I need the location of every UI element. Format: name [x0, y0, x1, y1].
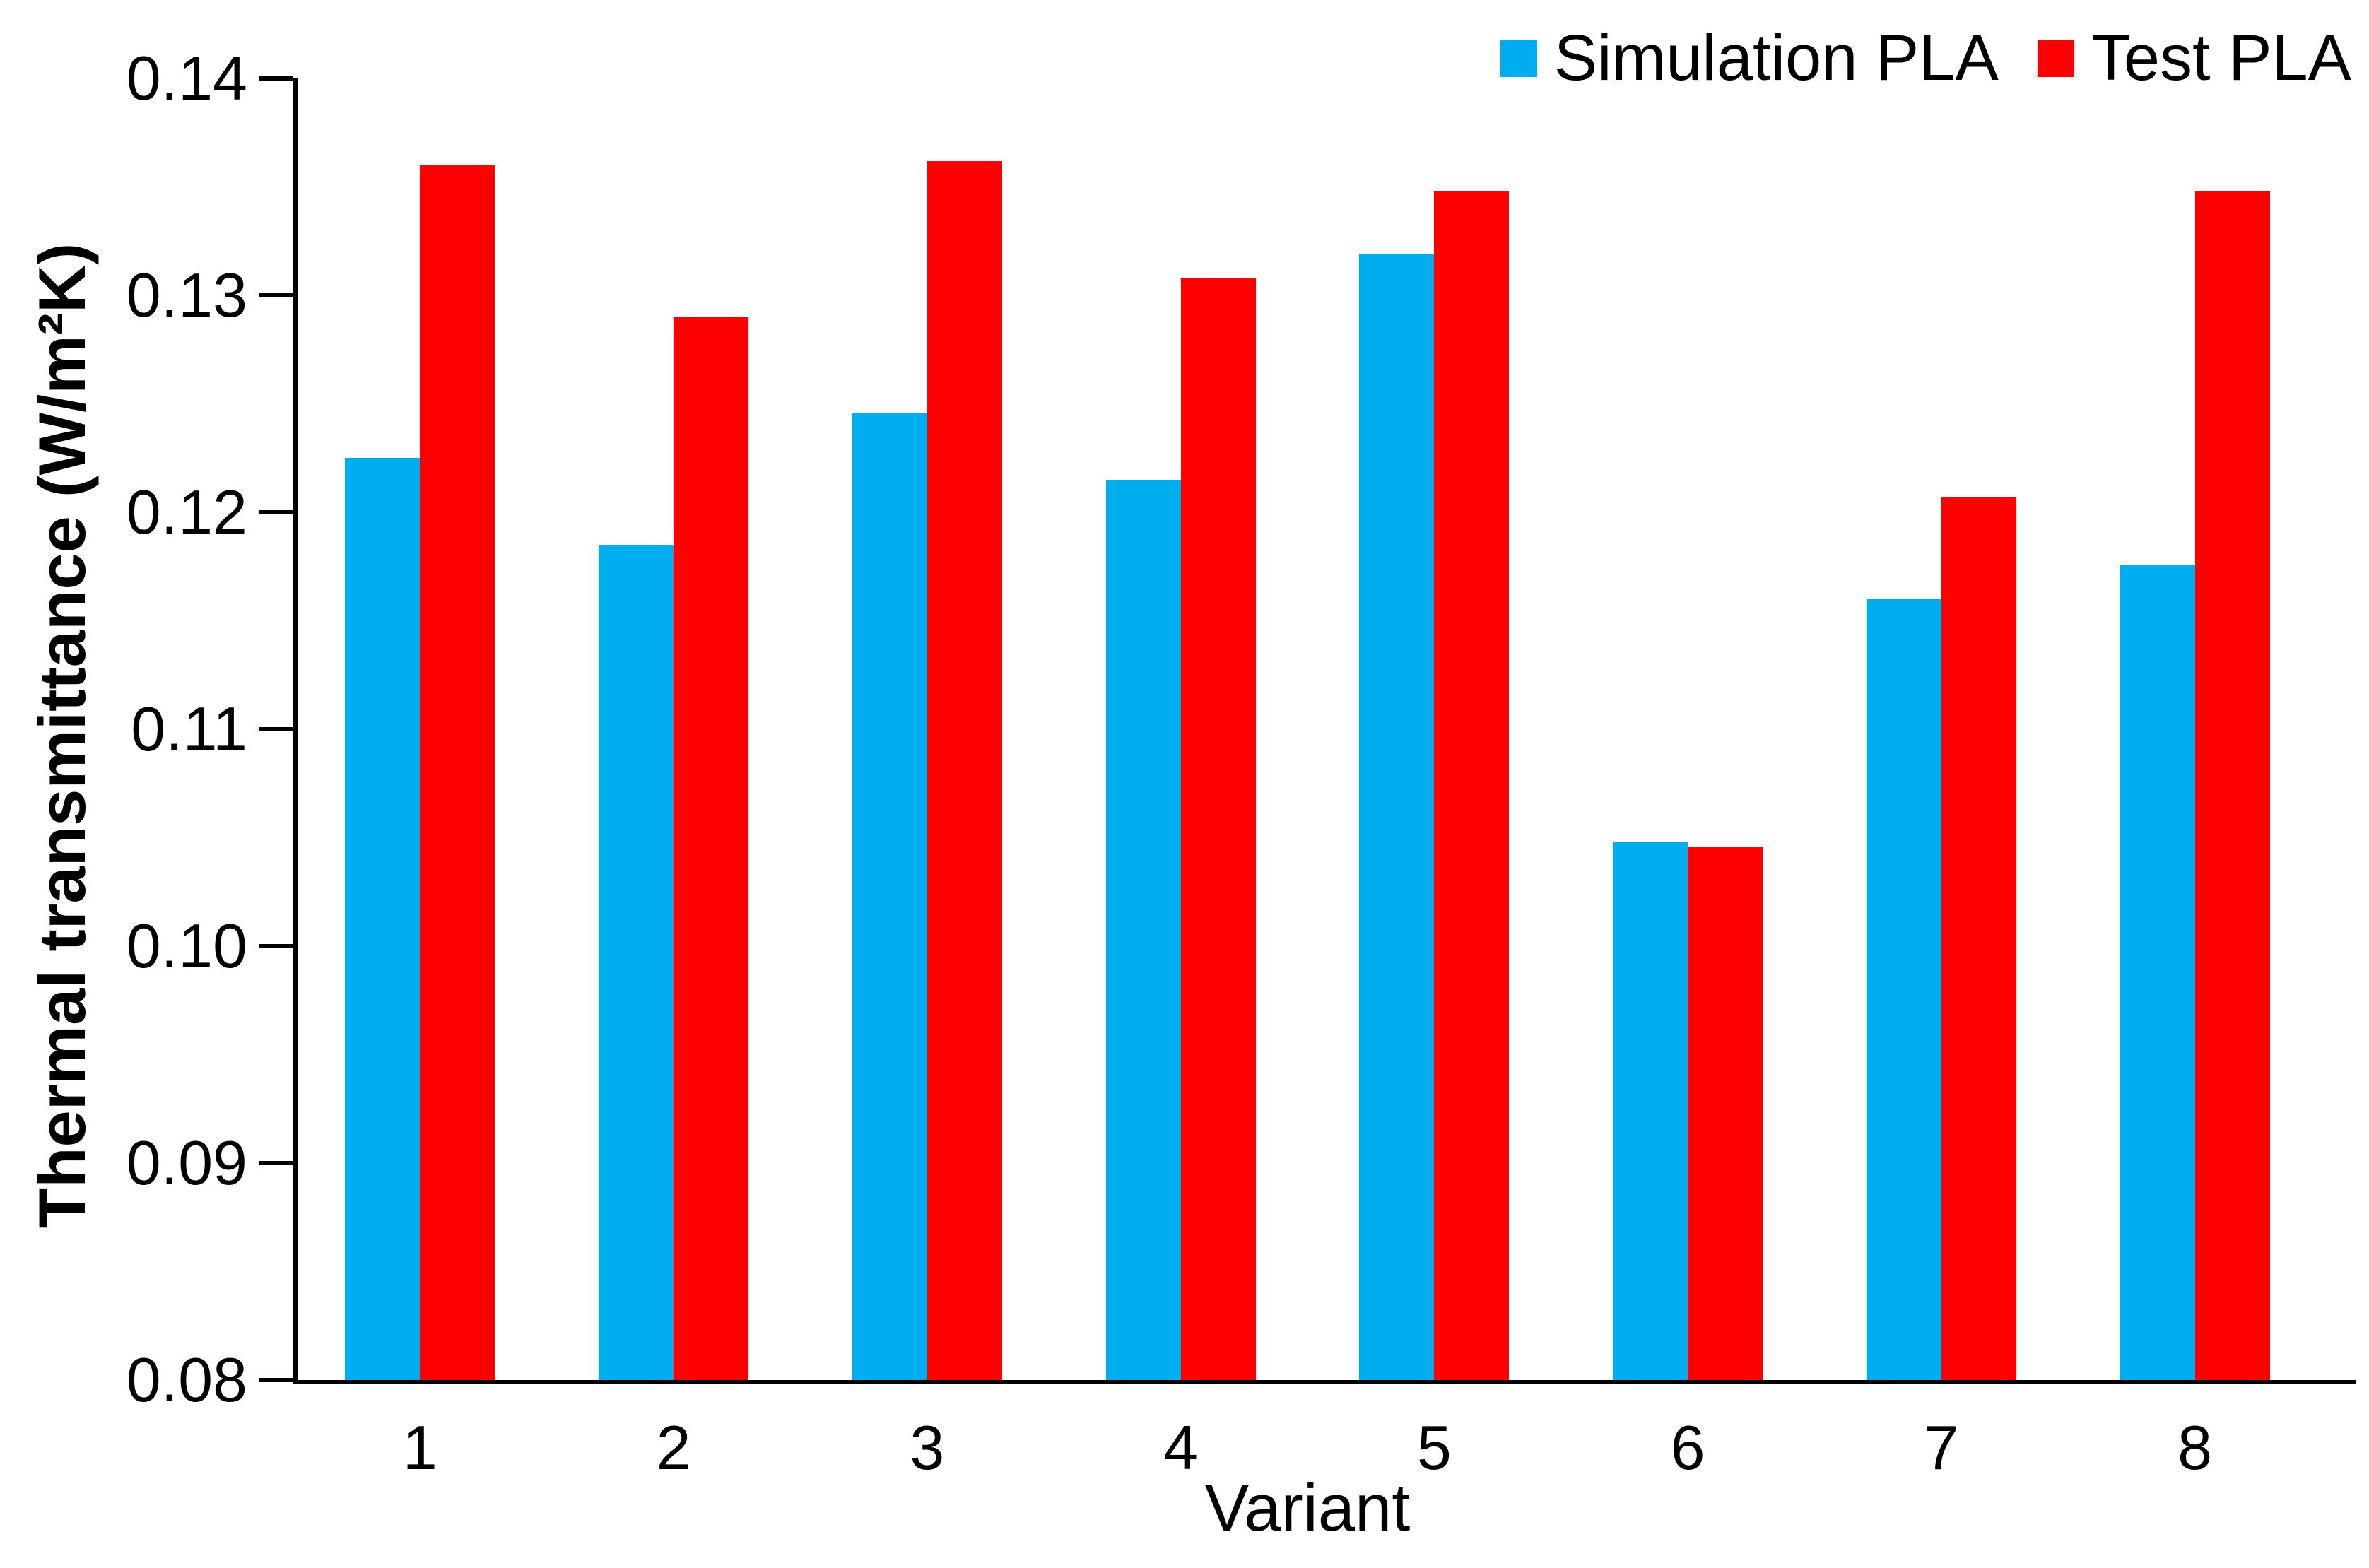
legend: Simulation PLA Test PLA	[1500, 21, 2351, 95]
bar-simulation-pla-1	[345, 458, 421, 1380]
y-tick-label: 0.14	[126, 43, 247, 113]
bar-test-pla-8	[2194, 191, 2270, 1380]
bar-test-pla-6	[1688, 846, 1763, 1380]
y-tick-label: 0.11	[131, 694, 247, 764]
y-tick-mark	[259, 727, 293, 731]
bar-simulation-pla-7	[1866, 599, 1941, 1380]
x-tick-label: 1	[402, 1413, 437, 1482]
bar-test-pla-4	[1180, 278, 1256, 1380]
bar-simulation-pla-4	[1105, 479, 1181, 1380]
bar-test-pla-7	[1941, 497, 2016, 1380]
y-tick-label: 0.08	[126, 1345, 247, 1415]
x-tick-label: 8	[2177, 1413, 2213, 1482]
y-tick-mark	[259, 76, 293, 81]
x-tick-label: 7	[1924, 1413, 1959, 1482]
bar-simulation-pla-3	[852, 412, 927, 1380]
x-tick-label: 4	[1163, 1413, 1199, 1482]
x-tick-label: 6	[1670, 1413, 1705, 1482]
y-tick-label: 0.13	[126, 260, 247, 330]
x-tick-label: 2	[656, 1413, 691, 1482]
x-tick-label: 3	[910, 1413, 945, 1482]
legend-item-test-pla: Test PLA	[2037, 21, 2351, 95]
y-tick-mark	[259, 1161, 293, 1165]
x-axis-title: Variant	[1204, 1470, 1411, 1545]
y-tick-mark	[259, 510, 293, 514]
bar-test-pla-1	[420, 165, 495, 1380]
legend-label: Simulation PLA	[1553, 22, 1999, 94]
bar-simulation-pla-8	[2120, 564, 2195, 1380]
y-tick-mark	[259, 293, 293, 297]
legend-swatch-icon	[1500, 40, 1537, 77]
x-tick-label: 5	[1416, 1413, 1452, 1482]
bar-test-pla-3	[927, 160, 1002, 1380]
bar-test-pla-2	[674, 317, 749, 1380]
y-tick-label: 0.12	[126, 477, 247, 547]
legend-swatch-icon	[2037, 40, 2074, 77]
y-tick-mark	[259, 1378, 293, 1382]
bar-simulation-pla-6	[1613, 842, 1688, 1380]
legend-label: Test PLA	[2091, 22, 2351, 94]
y-axis-line	[293, 78, 298, 1384]
y-tick-label: 0.10	[126, 911, 247, 981]
y-tick-mark	[259, 944, 293, 948]
y-tick-label: 0.09	[126, 1128, 247, 1198]
bar-test-pla-5	[1434, 191, 1510, 1380]
x-axis-line	[293, 1380, 2356, 1384]
bar-simulation-pla-5	[1359, 254, 1435, 1380]
bar-simulation-pla-2	[599, 545, 674, 1380]
legend-item-simulation-pla: Simulation PLA	[1500, 21, 1999, 95]
